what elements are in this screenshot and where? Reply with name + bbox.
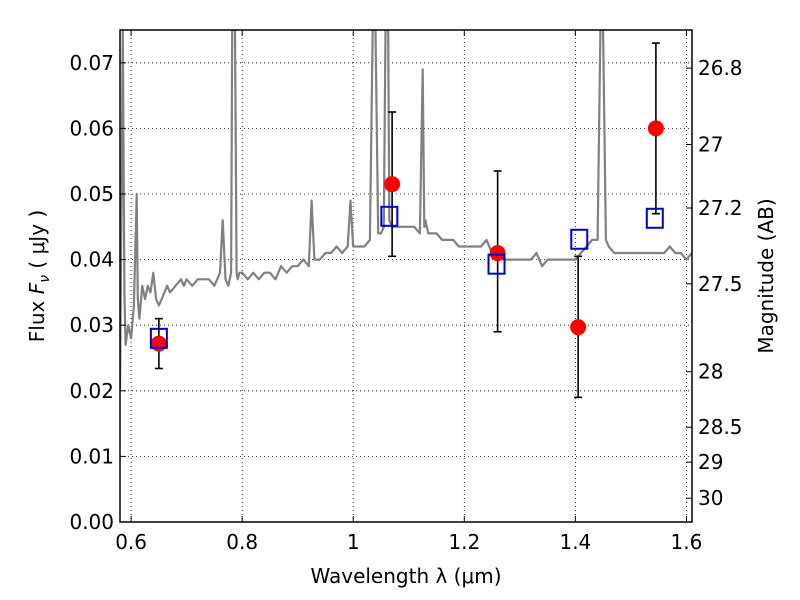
x-tick-label: 0.8 [226,530,258,554]
y-axis-label-pre: Flux [25,294,49,342]
y-tick-label: 0.02 [69,379,114,403]
x-tick-label: 1 [347,530,360,554]
x-ticks: 0.6 0.8 1 1.2 1.4 1.6 [115,30,702,554]
model-point [487,253,506,275]
x-tick-label: 1.2 [448,530,480,554]
y-tick-label: 0.00 [69,510,114,534]
y2-tick-label: 28 [698,360,723,384]
observed-point [489,245,506,262]
model-spectrum [120,30,692,391]
y-tick-label: 0.07 [69,51,114,75]
y-tick-label: 0.03 [69,313,114,337]
y-axis-label-symbol: F [25,282,49,294]
model-point [645,207,664,229]
plot-frame [119,29,693,523]
y2-tick-label: 27 [698,132,723,156]
observed-point [384,176,401,193]
y2-tick-label: 27.5 [698,272,743,296]
y-axis-label-unit: ( μJy ) [25,210,49,275]
y2-tick-label: 27.2 [698,196,743,220]
y2-tick-label: 28.5 [698,415,743,439]
y-axis-label: Flux Fν ( μJy ) [25,210,53,342]
observed-points [150,120,664,352]
y-tick-label: 0.01 [69,444,114,468]
x-tick-label: 1.6 [671,530,703,554]
grid-lines [120,30,692,522]
x-axis-label: Wavelength λ (μm) [310,564,501,588]
spectrum-line [120,30,692,391]
y2-ticks: 26.8 27 27.2 27.5 28 28.5 29 30 [686,56,743,510]
y-tick-label: 0.05 [69,182,114,206]
observed-point [647,120,664,137]
y-tick-label: 0.06 [69,116,114,140]
y-axis-label-subscript: ν [37,275,53,283]
x-tick-label: 0.6 [115,530,147,554]
observed-point [150,335,167,352]
model-point [380,205,399,227]
y-ticks: 0.00 0.01 0.02 0.03 0.04 0.05 0.06 0.07 [69,51,126,534]
model-point [570,228,589,250]
x-tick-label: 1.4 [559,530,591,554]
y2-tick-label: 26.8 [698,56,743,80]
y2-tick-label: 30 [698,486,723,510]
y2-tick-label: 29 [698,450,723,474]
observed-point [570,319,587,336]
y2-axis-label: Magnitude (AB) [754,198,778,353]
model-points [149,205,664,349]
plot-background [120,30,692,522]
model-point [149,327,168,349]
y-tick-label: 0.04 [69,248,114,272]
